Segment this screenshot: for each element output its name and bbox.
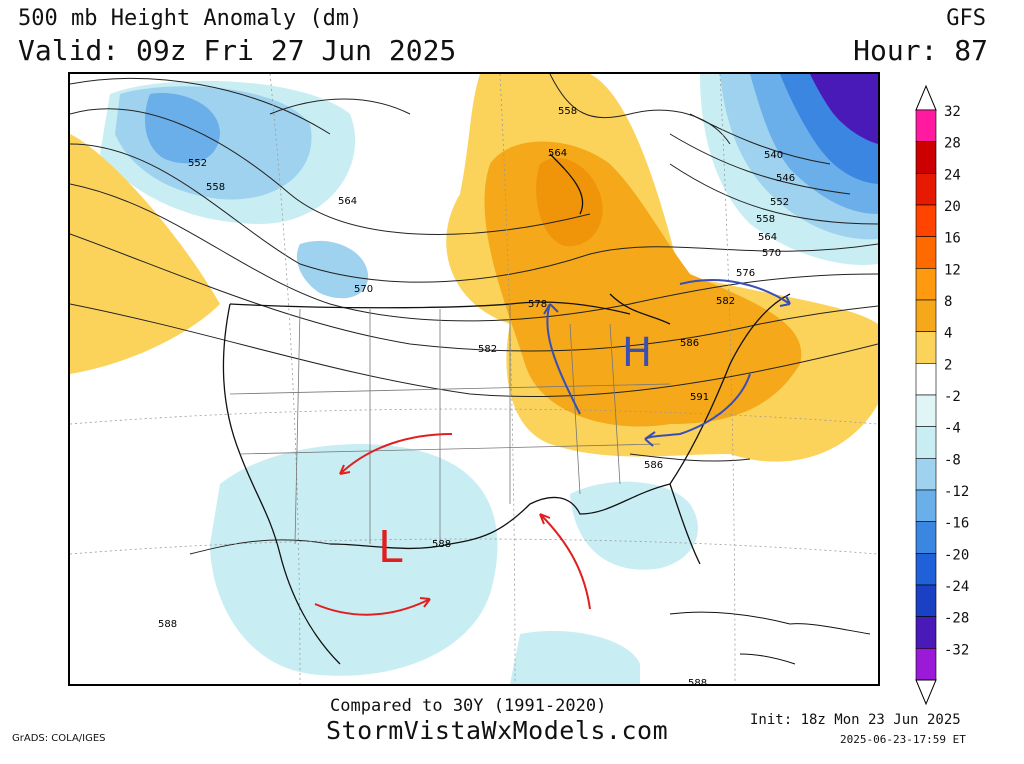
scale-swatch [915,489,937,522]
positive-anomaly-fills [70,74,878,462]
color-scale-bar: 32 28 24 20 16 12 8 4 2 -2 -4 -8 -12 -16 -20 -24 -28 -32 [912,80,1022,710]
scale-bottom-arrow [915,679,937,706]
scale-label: -32 [944,642,969,658]
contour-label: 558 [558,106,577,117]
generated-time: 2025-06-23-17:59 ET [840,733,966,746]
scale-swatch [915,521,937,554]
contour-label: 558 [756,214,775,225]
scale-swatch [915,236,937,269]
scale-label: -2 [944,389,961,405]
scale-label: 4 [944,326,952,342]
scale-label: 8 [944,294,952,310]
contour-label: 576 [736,268,755,279]
height-contours [70,74,878,555]
scale-swatch [915,458,937,491]
comparison-note: Compared to 30Y (1991-2020) [330,696,607,716]
scale-label: 20 [944,199,961,215]
forecast-hour: Hour: 87 [853,34,988,67]
scale-label: -20 [944,547,969,563]
contour-label: 558 [206,182,225,193]
contour-label: 570 [354,284,373,295]
scale-label: 24 [944,167,961,183]
scale-swatch [915,553,937,586]
contour-label: 564 [338,196,357,207]
scale-swatch [915,204,937,237]
contour-label: 552 [188,158,207,169]
scale-label: -28 [944,611,969,627]
negative-anomaly-fills [100,74,878,684]
high-pressure-label: H [622,330,652,376]
scale-top-arrow [915,84,937,111]
init-time: Init: 18z Mon 23 Jun 2025 [750,712,961,728]
contour-label: 540 [764,150,783,161]
scale-swatch [915,394,937,427]
scale-label: -16 [944,516,969,532]
coastlines [222,153,791,665]
scale-label: -8 [944,452,961,468]
contour-label: 578 [528,299,547,310]
contour-label: 546 [776,173,795,184]
scale-label: -24 [944,579,969,595]
scale-label: 28 [944,136,961,152]
contour-label: 552 [770,197,789,208]
scale-swatch [915,268,937,301]
contour-labels: 552 558 564 570 582 578 558 564 540 546 … [158,106,795,684]
scale-label: 12 [944,262,961,278]
contour-label: 586 [680,338,699,349]
anomaly-map: 552 558 564 570 582 578 558 564 540 546 … [68,72,880,686]
contour-label: 582 [716,296,735,307]
contour-label: 588 [158,619,177,630]
contour-label: 582 [478,344,497,355]
map-title: 500 mb Height Anomaly (dm) [18,6,363,31]
scale-swatch [915,331,937,364]
model-name: GFS [946,6,986,31]
contour-label: 570 [762,248,781,259]
state-borders [229,304,671,545]
scale-label: 2 [944,357,952,373]
scale-swatch [915,616,937,649]
scale-swatch [915,648,937,681]
scale-swatch [915,299,937,332]
scale-swatch [915,173,937,206]
contour-label: 564 [548,148,567,159]
scale-swatch [915,426,937,459]
low-pressure-arrows [314,433,591,616]
contour-label: 564 [758,232,777,243]
high-pressure-arrows [543,279,791,447]
scale-label: 16 [944,231,961,247]
caribbean-islands [669,611,871,665]
contour-label: 588 [688,678,707,684]
scale-swatch [915,363,937,396]
contour-label: 586 [644,460,663,471]
scale-label: 32 [944,104,961,120]
contour-label: 591 [690,392,709,403]
valid-time: Valid: 09z Fri 27 Jun 2025 [18,34,457,67]
scale-label: -4 [944,421,961,437]
low-pressure-label: L [378,522,403,573]
contour-label: 588 [432,539,451,550]
scale-swatch [915,584,937,617]
grads-credit: GrADS: COLA/IGES [12,733,106,744]
site-watermark: StormVistaWxModels.com [326,716,669,745]
scale-swatch [915,141,937,174]
scale-label: -12 [944,484,969,500]
scale-swatch [915,109,937,142]
graticule [70,74,878,684]
